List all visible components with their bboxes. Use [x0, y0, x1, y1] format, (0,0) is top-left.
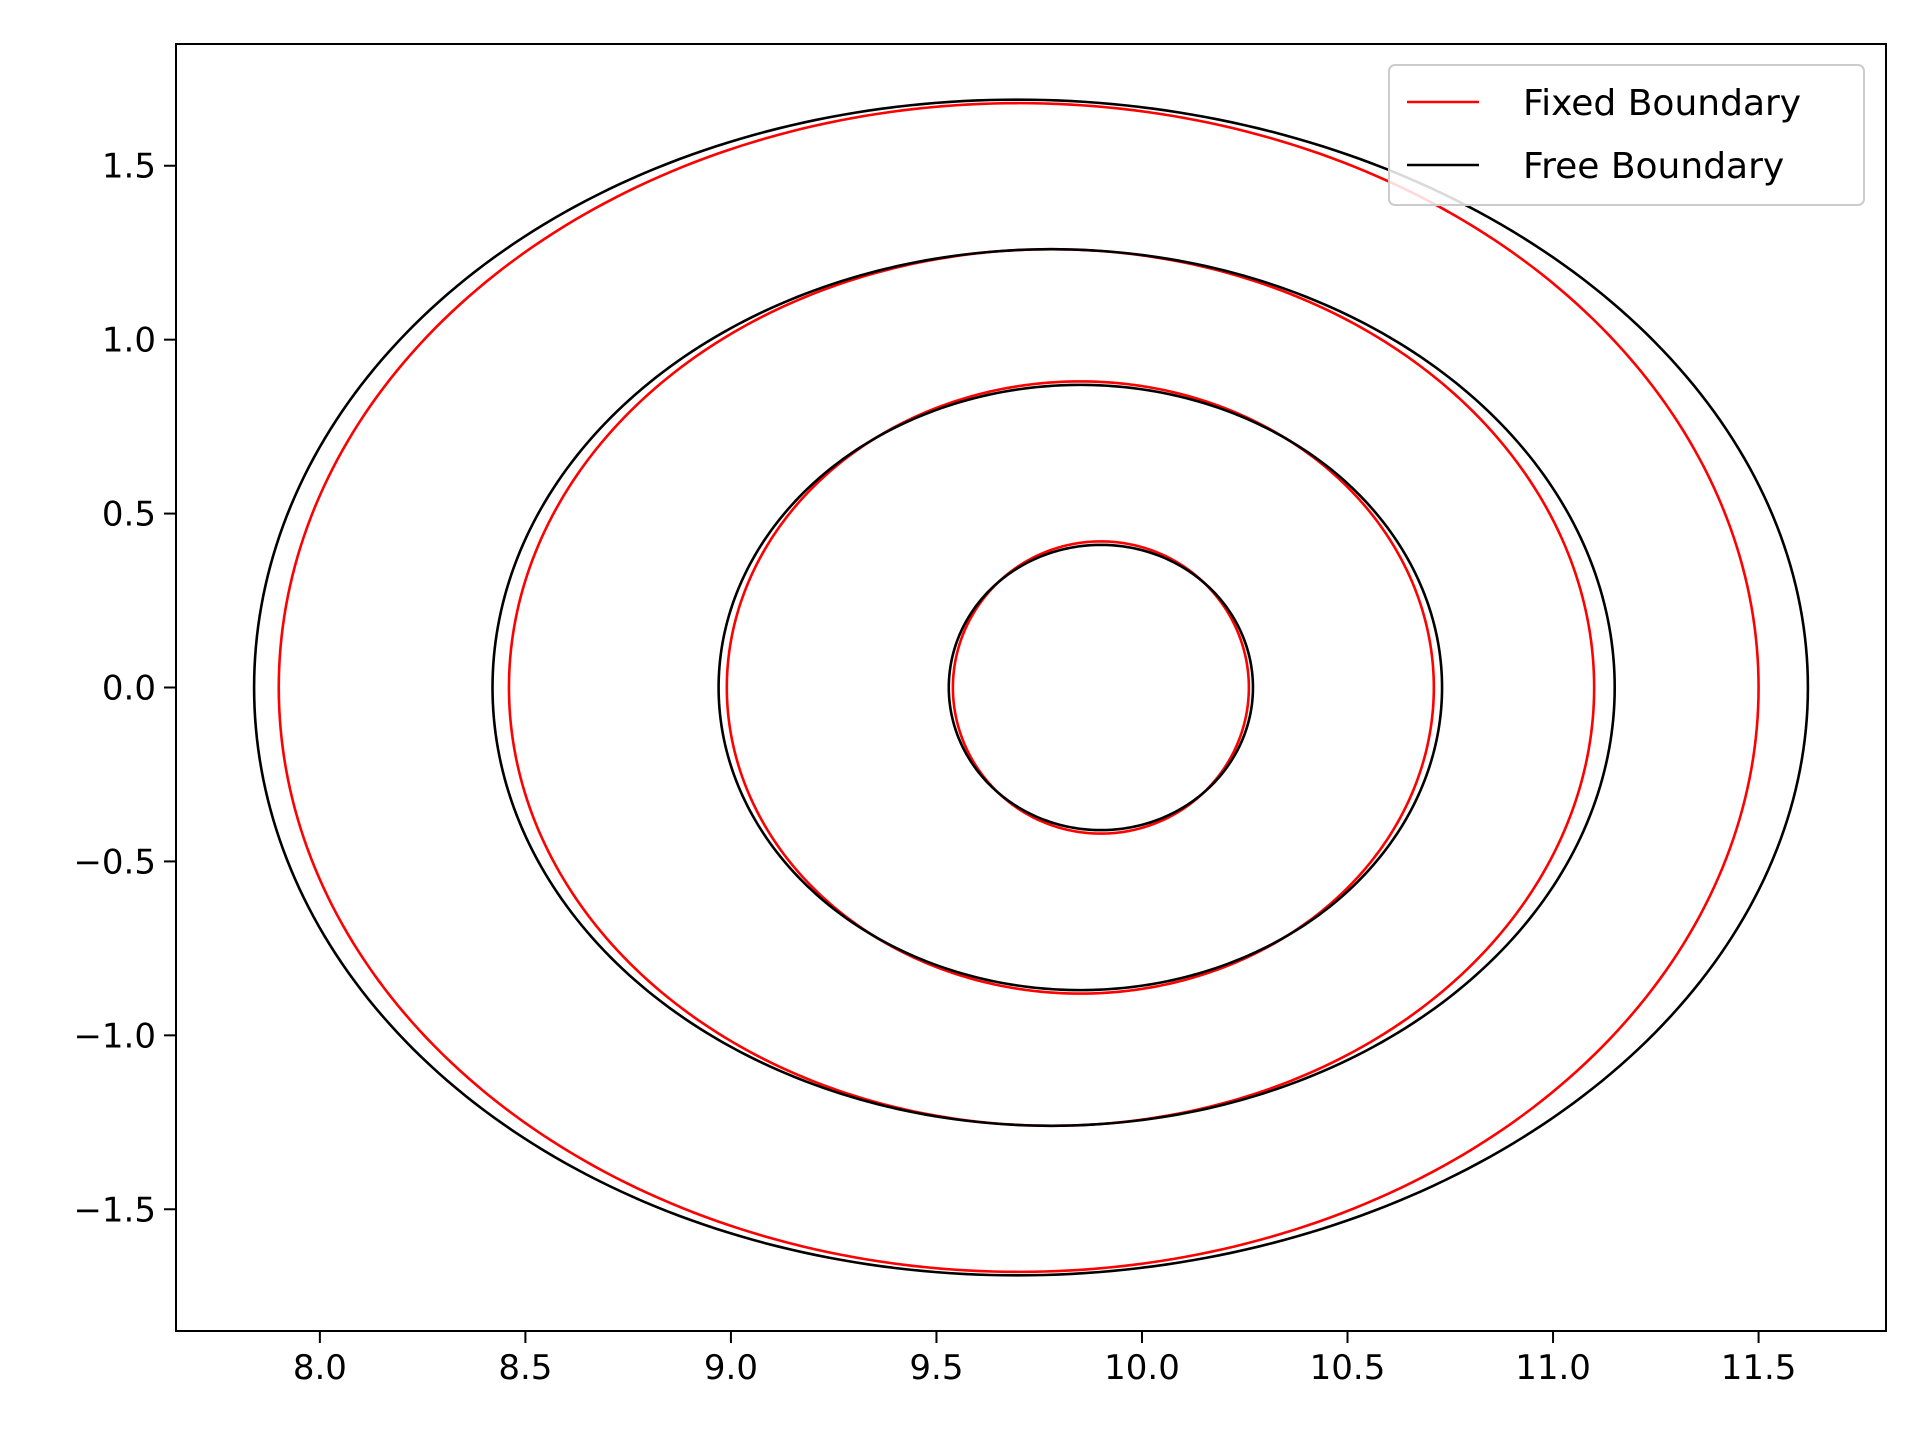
- x-tick-label: 9.0: [704, 1348, 758, 1388]
- contour-free-3: [491, 247, 1616, 1128]
- y-axis: −1.5 −1.0 −0.5 0.0 0.5 1.0 1.5: [73, 147, 176, 1230]
- y-tick-label: 0.0: [102, 669, 156, 709]
- x-tick-label: 11.5: [1721, 1348, 1797, 1388]
- x-tick-label: 9.5: [909, 1348, 963, 1388]
- x-tick-label: 8.5: [498, 1348, 552, 1388]
- contour-free-1: [947, 543, 1255, 832]
- y-tick-label: −1.5: [73, 1190, 156, 1230]
- legend-label-fixed: Fixed Boundary: [1523, 83, 1801, 124]
- y-tick-label: −0.5: [73, 842, 156, 882]
- y-tick-label: 1.5: [102, 147, 156, 187]
- x-tick-label: 10.5: [1310, 1348, 1386, 1388]
- contour-free-2: [717, 383, 1444, 992]
- legend-label-free: Free Boundary: [1523, 146, 1784, 187]
- y-tick-label: 1.0: [102, 321, 156, 361]
- y-tick-label: −1.0: [73, 1016, 156, 1056]
- x-axis: 8.0 8.5 9.0 9.5 10.0 10.5 11.0 11.5: [293, 1331, 1797, 1388]
- y-tick-label: 0.5: [102, 495, 156, 535]
- legend-box: [1388, 64, 1865, 206]
- x-tick-label: 10.0: [1104, 1348, 1180, 1388]
- x-tick-label: 8.0: [293, 1348, 347, 1388]
- legend: Fixed Boundary Free Boundary: [1388, 64, 1865, 206]
- x-tick-label: 11.0: [1515, 1348, 1591, 1388]
- contour-fixed-1: [951, 540, 1251, 835]
- contour-fixed-3: [507, 247, 1596, 1128]
